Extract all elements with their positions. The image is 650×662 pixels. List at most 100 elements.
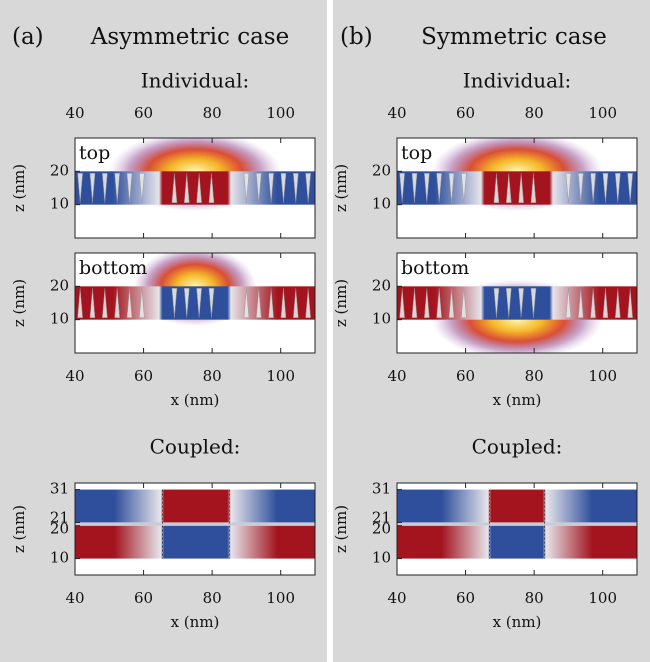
x-tick-label: 100 xyxy=(588,367,617,385)
x-tick-label: 60 xyxy=(134,104,153,122)
y-axis-label: z (nm) xyxy=(10,164,28,212)
spin-cone xyxy=(399,173,405,203)
x-axis-label: x (nm) xyxy=(171,613,220,631)
x-tick-label: 100 xyxy=(266,589,295,607)
y-tick-label: 21 xyxy=(50,508,69,526)
x-axis-label: x (nm) xyxy=(493,613,542,631)
spin-cone xyxy=(293,288,299,318)
spin-cone xyxy=(89,288,96,318)
section-heading: Individual: xyxy=(141,69,249,93)
plot-content xyxy=(397,489,637,559)
spin-cone xyxy=(77,173,83,203)
spin-cone xyxy=(139,173,145,203)
y-tick-label: 20 xyxy=(372,520,391,538)
spin-cone xyxy=(602,288,609,318)
spin-cone xyxy=(126,173,133,203)
plot-tag: bottom xyxy=(401,257,469,279)
y-tick-label: 20 xyxy=(50,520,69,538)
x-tick-label: 80 xyxy=(525,104,544,122)
spin-cone xyxy=(255,288,262,318)
spin-cone xyxy=(565,288,572,318)
y-tick-label: 31 xyxy=(372,480,391,498)
spin-cone xyxy=(305,288,311,318)
x-tick-label: 40 xyxy=(65,367,84,385)
spin-cone xyxy=(114,288,120,318)
spin-cone xyxy=(243,173,250,203)
x-tick-label: 100 xyxy=(266,367,295,385)
x-axis-label: x (nm) xyxy=(171,391,220,409)
spin-cone xyxy=(183,288,190,318)
spin-cone xyxy=(102,288,108,318)
magnetization-layer xyxy=(397,525,637,559)
spin-cone xyxy=(602,173,609,203)
spin-cone xyxy=(268,173,274,203)
spin-cone xyxy=(530,173,537,203)
x-tick-label: 60 xyxy=(134,367,153,385)
spin-cone xyxy=(505,173,512,203)
spin-cone xyxy=(171,173,178,203)
spin-cone xyxy=(411,288,418,318)
x-tick-label: 80 xyxy=(203,367,222,385)
spin-cone xyxy=(627,173,633,203)
y-tick-label: 10 xyxy=(372,549,391,567)
magnetization-layer xyxy=(75,286,315,320)
x-axis-label: x (nm) xyxy=(493,391,542,409)
x-tick-label: 80 xyxy=(203,589,222,607)
plot-frame xyxy=(396,137,638,239)
y-axis-label: z (nm) xyxy=(332,279,350,327)
x-tick-label: 40 xyxy=(65,104,84,122)
spin-cone xyxy=(436,288,442,318)
spin-cone xyxy=(399,288,405,318)
spin-cone xyxy=(293,173,299,203)
spin-cone xyxy=(590,173,596,203)
spin-cone xyxy=(436,173,442,203)
spin-cone xyxy=(424,288,430,318)
spin-cone xyxy=(448,173,455,203)
spin-cone xyxy=(126,288,133,318)
plot-content xyxy=(397,138,637,212)
section-heading: Individual: xyxy=(463,69,571,93)
panel-title: Symmetric case xyxy=(421,24,607,50)
panel: (a) Asymmetric case Individual: Coupled: 10 2… xyxy=(10,24,316,631)
panel-label: (a) xyxy=(12,24,44,50)
section-heading: Coupled: xyxy=(150,435,241,459)
x-tick-label: 100 xyxy=(588,589,617,607)
x-tick-label: 40 xyxy=(387,104,406,122)
magnetization-layer xyxy=(75,525,315,559)
y-tick-label: 10 xyxy=(50,195,69,213)
spin-cone xyxy=(493,288,500,318)
plot-tag: top xyxy=(79,142,110,164)
spin-cone xyxy=(183,173,190,203)
spin-cone xyxy=(280,288,287,318)
x-tick-label: 80 xyxy=(525,367,544,385)
x-tick-label: 60 xyxy=(456,367,475,385)
x-tick-label: 80 xyxy=(203,104,222,122)
spin-cone xyxy=(243,288,250,318)
spin-cone xyxy=(139,288,145,318)
spin-cone xyxy=(102,173,108,203)
spin-cone xyxy=(530,288,537,318)
spin-cone xyxy=(196,173,202,203)
magnetization-layer xyxy=(397,286,637,320)
y-tick-label: 20 xyxy=(50,161,69,179)
panel-label: (b) xyxy=(340,24,373,50)
spin-cone xyxy=(208,288,215,318)
plot-content xyxy=(75,253,315,327)
spin-cone xyxy=(208,173,215,203)
x-tick-label: 80 xyxy=(525,589,544,607)
spin-cone xyxy=(305,173,311,203)
y-axis-label: z (nm) xyxy=(10,279,28,327)
y-axis-label: z (nm) xyxy=(332,164,350,212)
magnetization-layer xyxy=(75,489,315,523)
panel: (b) Symmetric case Individual: Coupled: 10 20… xyxy=(332,24,638,631)
spin-cone xyxy=(114,173,120,203)
magnetization-layer xyxy=(75,171,315,205)
y-tick-label: 10 xyxy=(50,310,69,328)
spin-cone xyxy=(77,288,83,318)
spin-cone xyxy=(411,173,418,203)
y-tick-label: 20 xyxy=(50,276,69,294)
y-axis-label: z (nm) xyxy=(10,505,28,553)
y-tick-label: 20 xyxy=(372,276,391,294)
spacer-layer xyxy=(397,522,637,526)
y-tick-label: 20 xyxy=(372,161,391,179)
